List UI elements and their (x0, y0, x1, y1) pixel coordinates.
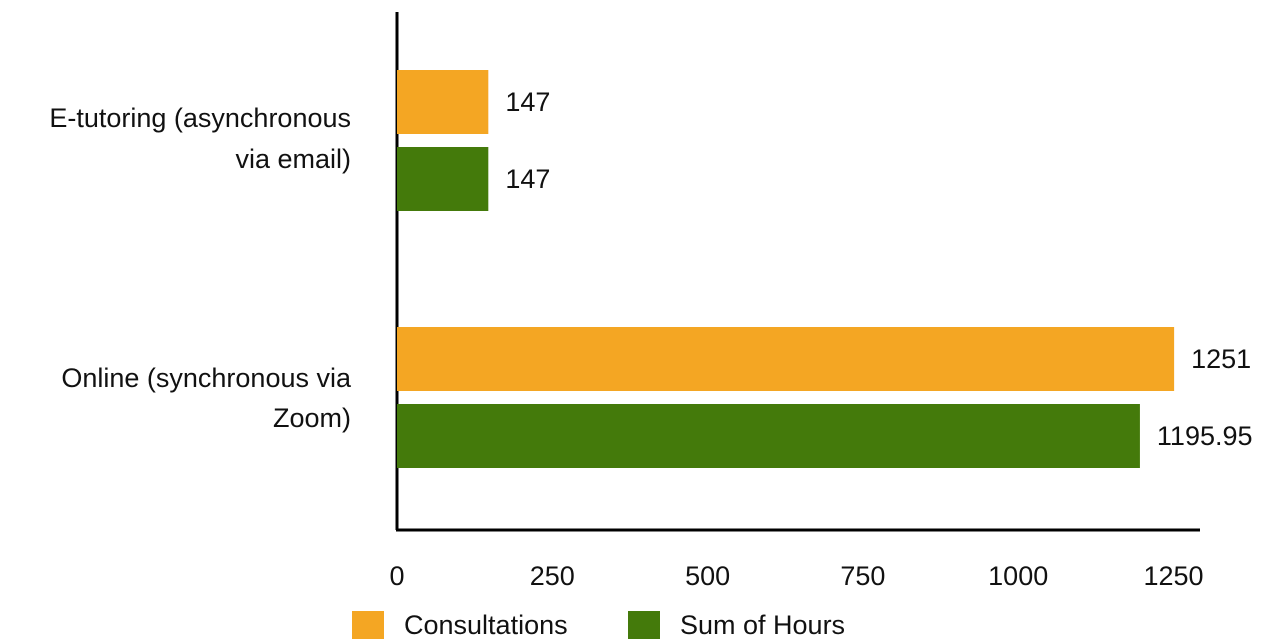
legend-label: Consultations (404, 610, 568, 640)
x-tick-label: 500 (685, 561, 730, 591)
bar-sum-of-hours (397, 404, 1140, 468)
x-tick-labels: 0 250 500 750 1000 1250 (389, 561, 1203, 591)
category-label-line: E-tutoring (asynchronous (49, 103, 351, 133)
category-label: E-tutoring (asynchronous via email) (49, 103, 351, 174)
data-label: 147 (505, 87, 550, 117)
bar-consultations (397, 70, 489, 134)
legend-swatch (352, 611, 384, 639)
bar-sum-of-hours (397, 147, 489, 211)
category-label: Online (synchronous via Zoom) (61, 363, 352, 433)
x-tick-label: 250 (530, 561, 575, 591)
data-label: 147 (505, 164, 550, 194)
x-tick-label: 1250 (1143, 561, 1203, 591)
bars-layer (397, 70, 1175, 468)
bar-consultations (397, 327, 1175, 391)
legend-label: Sum of Hours (680, 610, 845, 640)
data-label: 1251 (1191, 344, 1251, 374)
x-tick-label: 750 (840, 561, 885, 591)
legend-swatch (628, 611, 660, 639)
category-label-line: Zoom) (273, 403, 351, 433)
labels-layer: E-tutoring (asynchronous via email) Online… (49, 87, 1252, 451)
x-tick-label: 1000 (988, 561, 1048, 591)
legend: Consultations Sum of Hours (352, 610, 845, 640)
category-label-line: Online (synchronous via (61, 363, 352, 393)
x-tick-label: 0 (389, 561, 404, 591)
data-label: 1195.95 (1157, 421, 1253, 451)
category-label-line: via email) (235, 144, 351, 174)
